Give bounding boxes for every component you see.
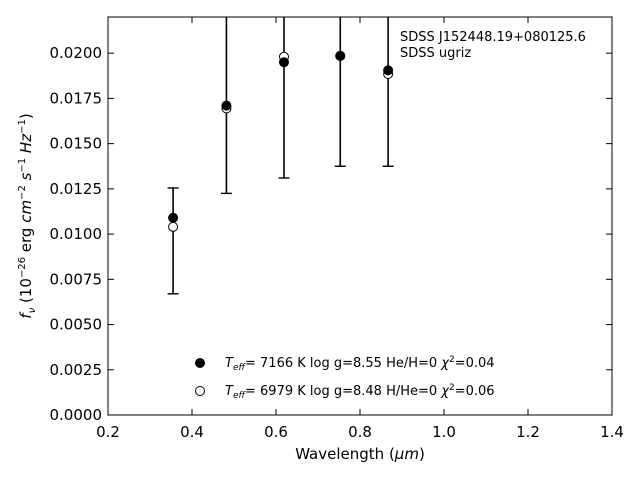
error-bars <box>167 17 394 295</box>
legend-entry-2: Teff= 6979 K log g=8.48 H/He=0 χ2=0.06 <box>225 383 495 401</box>
x-tick-label: 1.2 <box>516 423 540 441</box>
model-point-filled <box>383 65 394 76</box>
y-tick-label: 0.0175 <box>50 89 103 107</box>
y-tick-label: 0.0000 <box>50 406 103 424</box>
legend-marker-filled <box>195 358 205 368</box>
x-tick-label: 1.4 <box>600 423 624 441</box>
y-tick-label: 0.0050 <box>50 316 103 334</box>
model-point-filled <box>221 100 232 111</box>
y-tick-label: 0.0200 <box>50 44 103 62</box>
x-tick-label: 0.2 <box>96 423 120 441</box>
model-point-filled <box>335 50 346 61</box>
y-tick-label: 0.0125 <box>50 180 103 198</box>
y-tick-label: 0.0150 <box>50 135 103 153</box>
x-tick-label: 0.6 <box>264 423 288 441</box>
legend: Teff= 7166 K log g=8.55 He/H=0 χ2=0.04 T… <box>195 355 495 401</box>
y-tick-label: 0.0075 <box>50 270 103 288</box>
y-axis-title: fν (10−26 erg cm−2 s−1 Hz−1) <box>17 113 38 318</box>
x-tick-label: 0.8 <box>348 423 372 441</box>
data-markers <box>168 50 394 232</box>
axis-ticks: 0.2 0.4 0.6 0.8 1.0 1.2 1.4 0.0000 0.0025 0.0050 0… <box>50 17 624 441</box>
x-tick-label: 1.0 <box>432 423 456 441</box>
annotation-survey: SDSS ugriz <box>400 46 471 61</box>
model-point-filled <box>278 57 289 68</box>
annotation-object-name: SDSS J152448.19+080125.6 <box>400 30 586 45</box>
model-point-filled <box>168 212 179 223</box>
legend-marker-open <box>195 386 205 396</box>
model-point-open <box>168 221 179 232</box>
y-tick-label: 0.0025 <box>50 361 103 379</box>
x-axis-title: Wavelength (μm) <box>295 445 425 463</box>
x-tick-label: 0.4 <box>180 423 204 441</box>
y-tick-label: 0.0100 <box>50 225 103 243</box>
legend-entry-1: Teff= 7166 K log g=8.55 He/H=0 χ2=0.04 <box>225 355 495 373</box>
